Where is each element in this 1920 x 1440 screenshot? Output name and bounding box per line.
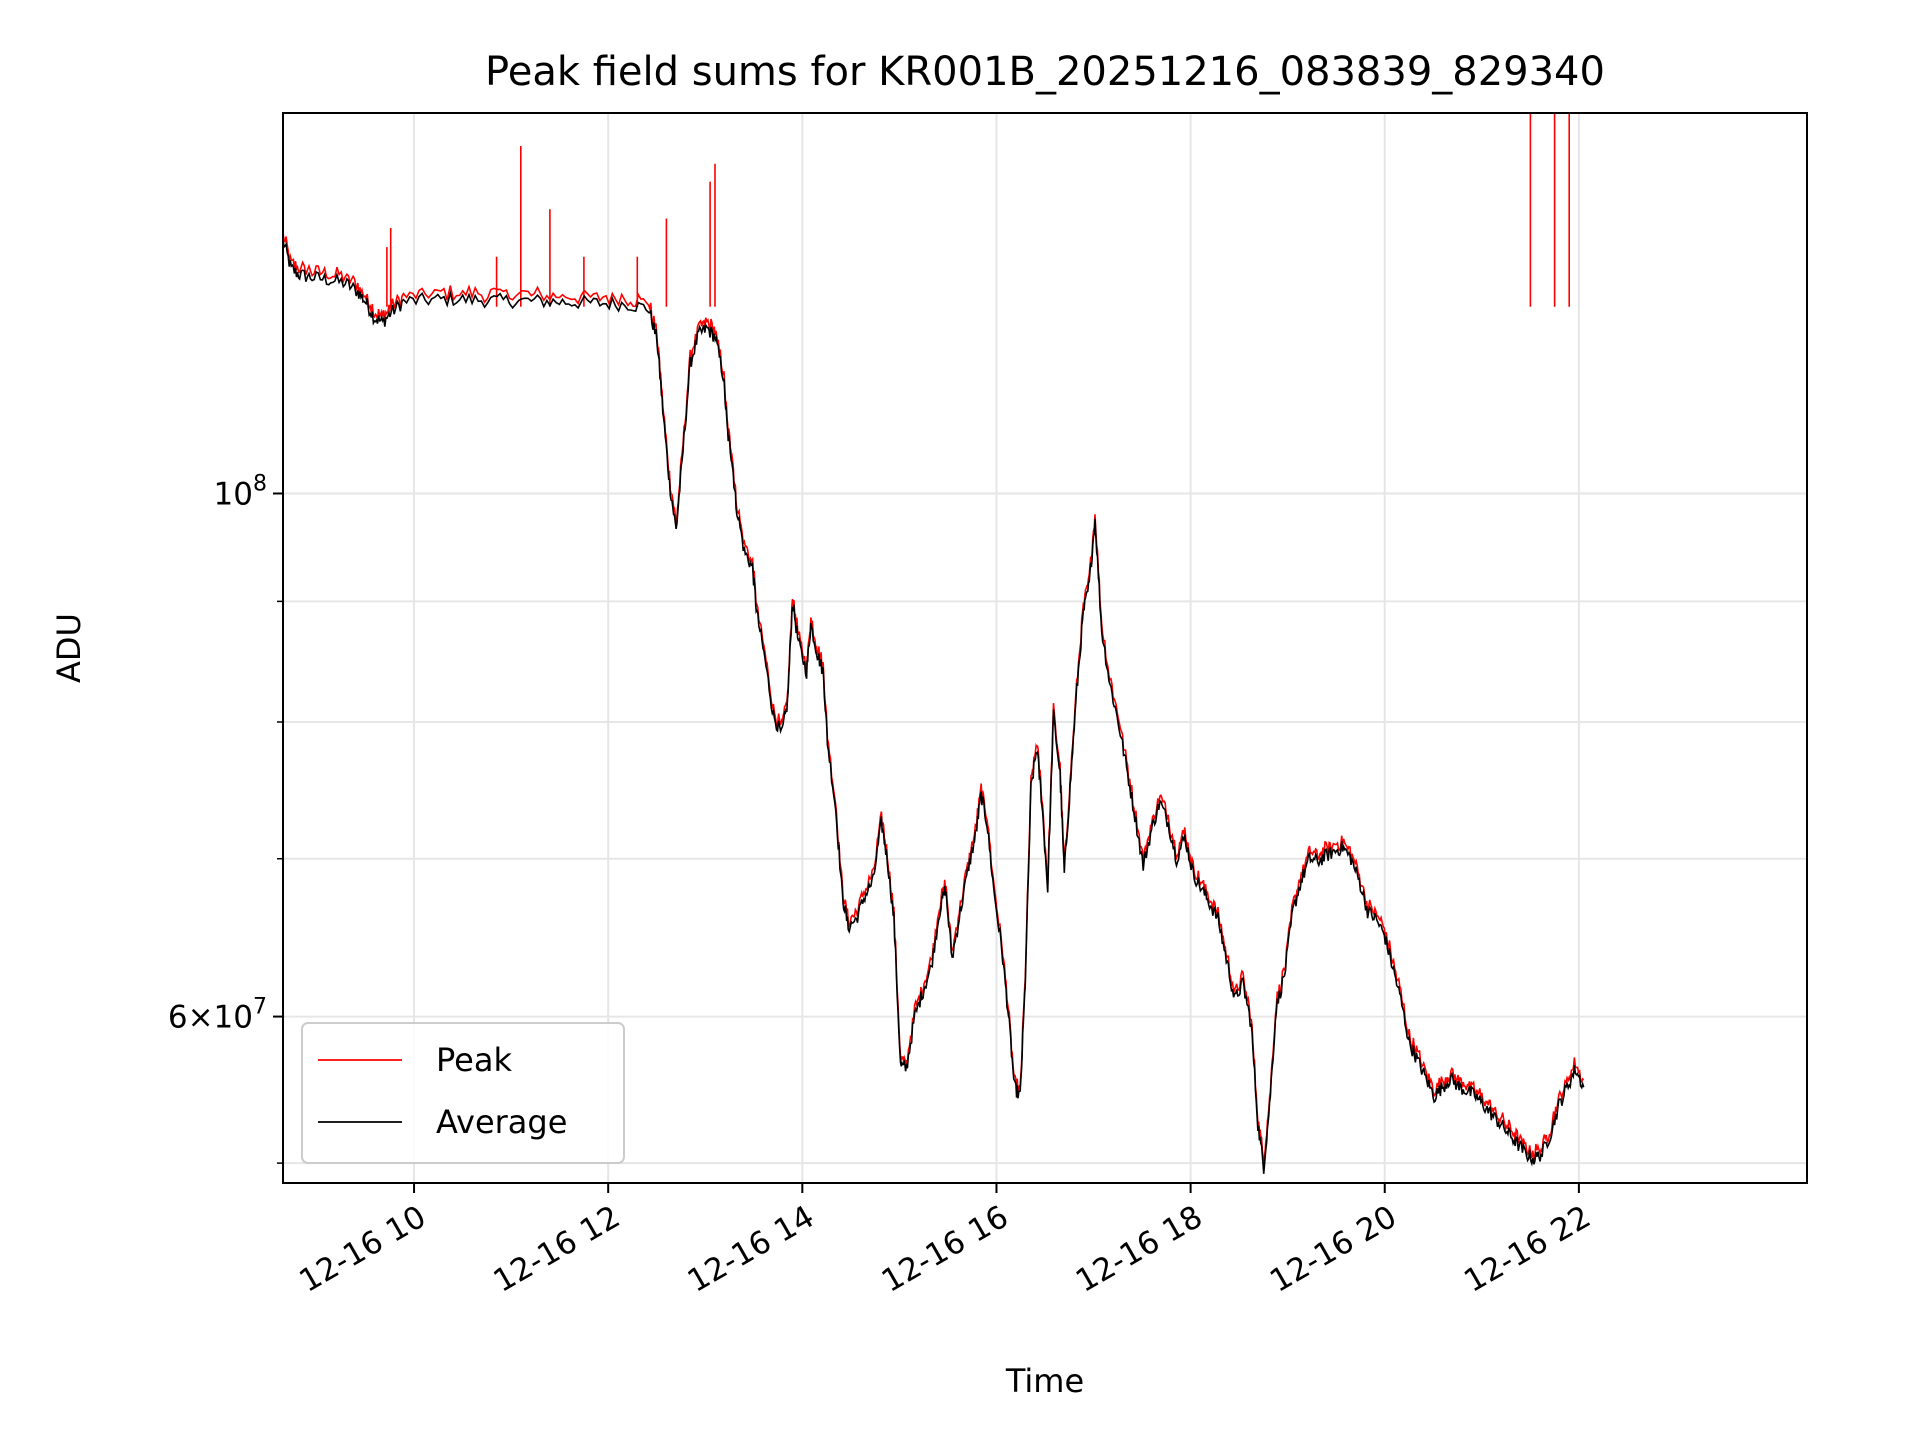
y-tick-label: 6×107	[168, 995, 267, 1036]
y-axis-label: ADU	[50, 613, 88, 683]
legend-box	[301, 1022, 625, 1164]
legend: Peak Average	[301, 1022, 625, 1164]
series-peak-line	[282, 113, 1585, 1167]
legend-average-label: Average	[436, 1103, 567, 1141]
chart-title: Peak field sums for KR001B_20251216_0838…	[485, 49, 1605, 95]
series-layer	[282, 113, 1585, 1174]
x-axis-label: Time	[1005, 1362, 1084, 1400]
plot-frame	[282, 112, 1808, 1184]
series-average-line	[282, 238, 1585, 1174]
legend-peak-label: Peak	[436, 1041, 512, 1079]
